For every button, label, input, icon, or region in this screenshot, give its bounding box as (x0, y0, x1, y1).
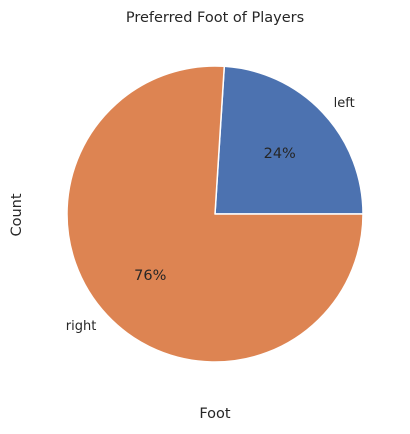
chart-title: Preferred Foot of Players (126, 10, 304, 26)
x-axis-label: Foot (199, 406, 231, 422)
slice-percent-right: 76% (134, 268, 166, 284)
pie-labels: left 24% right 76% (66, 96, 355, 334)
y-axis-label: Count (9, 193, 25, 236)
slice-percent-left: 24% (264, 146, 296, 162)
pie-slice-right (66, 65, 364, 363)
pie-slices (66, 65, 364, 363)
slice-label-right: right (66, 319, 97, 334)
pie-slice-left (214, 65, 364, 215)
slice-label-left: left (334, 96, 355, 111)
